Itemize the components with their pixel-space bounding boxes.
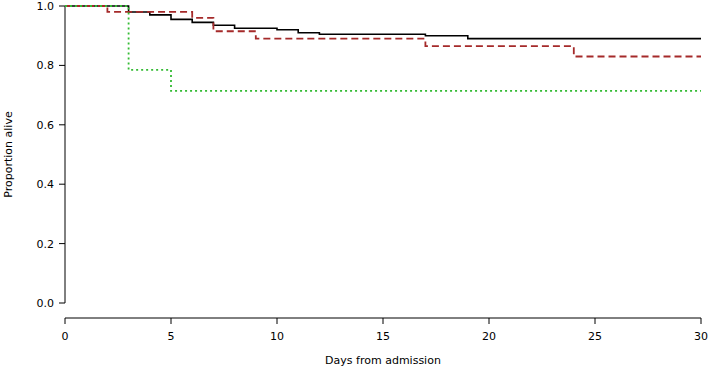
- x-tick: [171, 318, 172, 324]
- y-axis-line: [65, 6, 66, 303]
- x-axis-label: Days from admission: [325, 354, 441, 367]
- y-axis-label: Proportion alive: [2, 111, 15, 198]
- x-tick: [595, 318, 596, 324]
- y-tick-label: 0.2: [37, 238, 55, 251]
- x-tick: [277, 318, 278, 324]
- y-tick-label: 0.4: [37, 178, 55, 191]
- x-tick-label: 30: [694, 330, 708, 343]
- y-axis: 0.0 0.2 0.4 0.6 0.8 1.0: [37, 0, 66, 310]
- x-tick: [489, 318, 490, 324]
- y-tick-label: 1.0: [37, 0, 55, 13]
- survival-curve: [65, 6, 701, 91]
- x-tick-label: 5: [168, 330, 175, 343]
- chart: 0.0 0.2 0.4 0.6 0.8 1.0 0 5 10 15 20 25 30 Days from …: [0, 0, 709, 373]
- x-tick-label: 10: [270, 330, 284, 343]
- y-tick: [59, 6, 65, 7]
- y-tick: [59, 124, 65, 125]
- x-tick: [65, 318, 66, 324]
- x-tick: [701, 318, 702, 324]
- x-tick-label: 25: [588, 330, 602, 343]
- x-tick-label: 0: [62, 330, 69, 343]
- survival-curve: [65, 6, 701, 39]
- x-tick-label: 15: [376, 330, 390, 343]
- x-axis: 0 5 10 15 20 25 30: [62, 318, 709, 343]
- survival-curve: [65, 6, 701, 56]
- y-tick: [59, 65, 65, 66]
- y-tick: [59, 243, 65, 244]
- y-tick-label: 0.0: [37, 297, 55, 310]
- y-tick-label: 0.8: [37, 59, 55, 72]
- y-tick-label: 0.6: [37, 119, 55, 132]
- y-tick: [59, 184, 65, 185]
- x-tick-label: 20: [482, 330, 496, 343]
- x-tick: [383, 318, 384, 324]
- plot-area: [65, 6, 701, 91]
- y-tick: [59, 303, 65, 304]
